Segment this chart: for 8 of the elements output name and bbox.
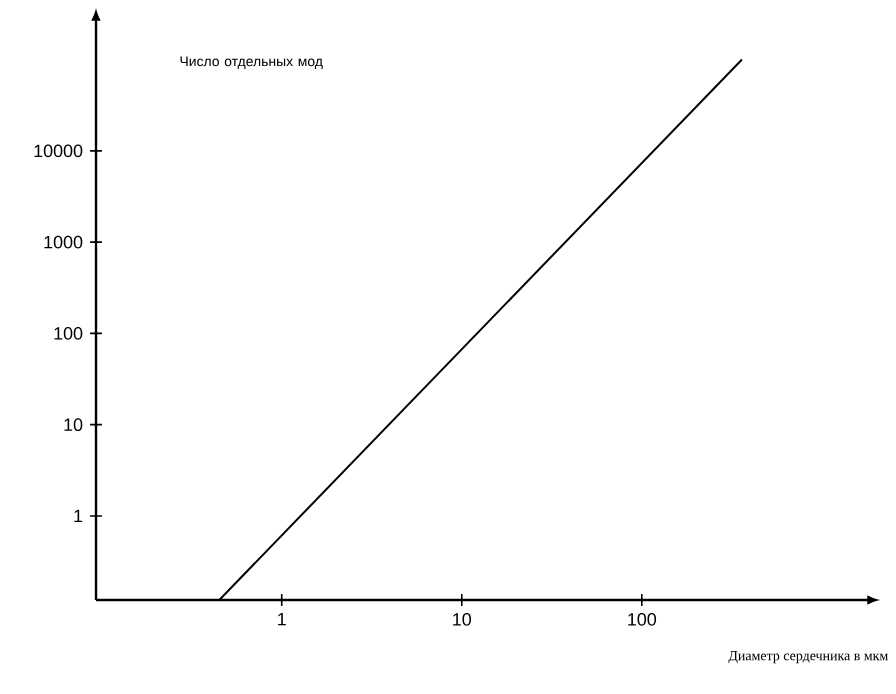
y-tick-label: 1000 (44, 235, 83, 249)
x-tick-label: 10 (453, 613, 472, 626)
x-tick-label: 1 (278, 613, 286, 626)
y-tick-label: 1 (74, 509, 83, 523)
x-tick-label: 100 (628, 613, 657, 626)
y-tick-label: 10 (64, 418, 83, 432)
y-tick-label: 10000 (34, 144, 83, 158)
y-tick-label: 100 (54, 327, 83, 340)
